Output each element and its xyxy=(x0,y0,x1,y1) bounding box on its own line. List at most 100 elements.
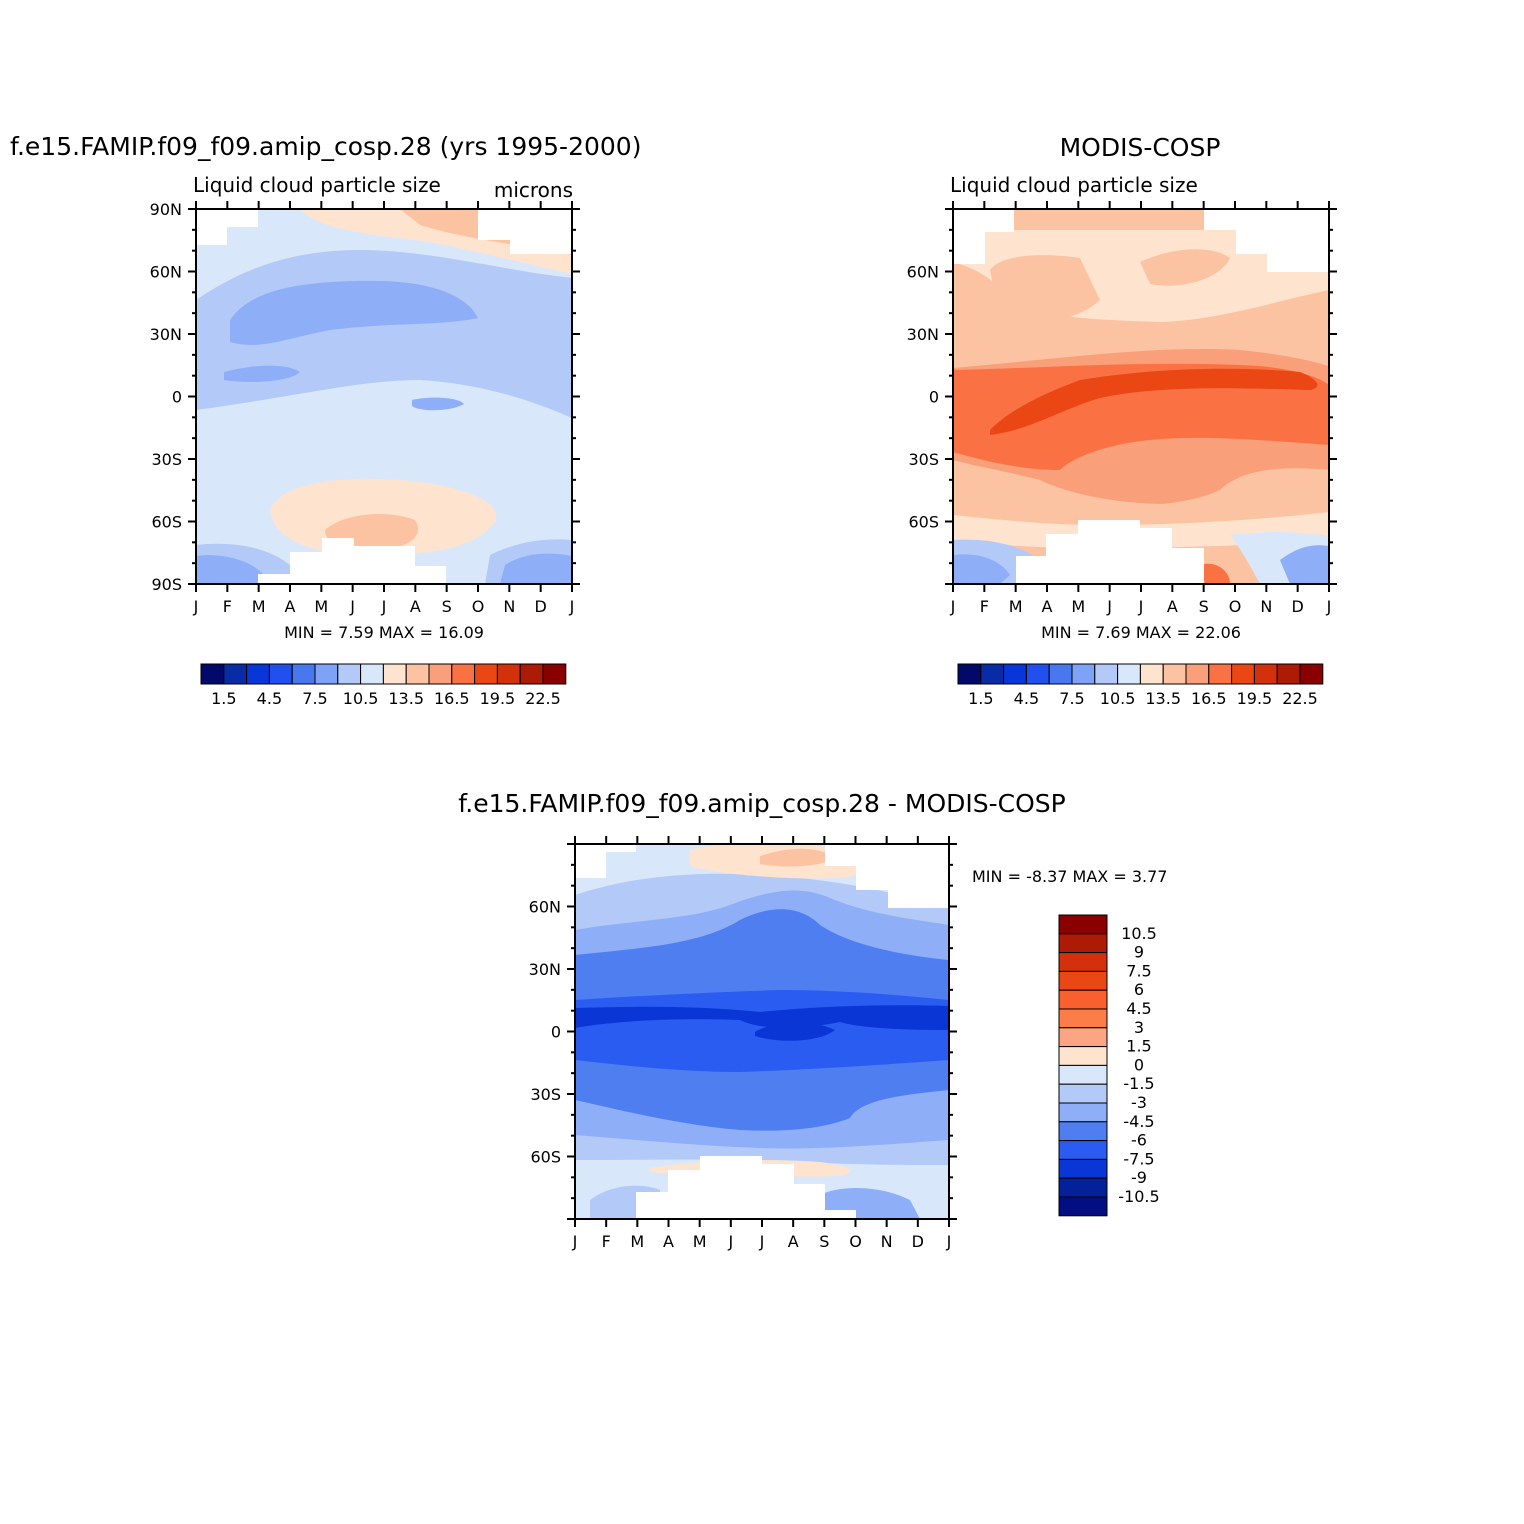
model-core-nh xyxy=(230,280,478,345)
obs-sh-cold-right2 xyxy=(1280,545,1329,584)
x-tick-label: A xyxy=(1167,597,1178,616)
colorbar-swatch xyxy=(1058,989,1108,1010)
colorbar-label: 19.5 xyxy=(1237,689,1273,708)
colorbar-swatch xyxy=(1058,914,1108,935)
obs-contour-field xyxy=(953,209,1329,584)
diff-missing-ne xyxy=(825,844,949,908)
diff-missing-nw xyxy=(575,844,636,878)
colorbar-swatch xyxy=(1058,1027,1108,1048)
diff-title: f.e15.FAMIP.f09_f09.amip_cosp.28 - MODIS… xyxy=(458,789,1065,818)
colorbar-label: 1.5 xyxy=(1126,1037,1151,1056)
model-core-eq xyxy=(224,365,300,382)
colorbar-swatch xyxy=(519,663,544,685)
colorbar-swatch xyxy=(1058,1121,1108,1142)
colorbar-swatch xyxy=(1058,1196,1108,1217)
colorbar-swatch xyxy=(1253,663,1278,685)
colorbar-swatch xyxy=(1299,663,1324,685)
colorbar-label: 4.5 xyxy=(1014,689,1039,708)
y-tick-label: 30S xyxy=(908,450,939,469)
colorbar-label: 3 xyxy=(1134,1018,1144,1037)
colorbar-label: 0 xyxy=(1134,1055,1144,1074)
model-sh-cold-right2 xyxy=(500,553,572,584)
panel-obs: MODIS-COSP Liquid cloud particle size J F… xyxy=(907,133,1337,708)
colorbar-swatch xyxy=(1058,1140,1108,1160)
x-tick-label: J xyxy=(727,1232,733,1251)
model-missing-south xyxy=(258,538,446,584)
colorbar-swatch xyxy=(428,663,453,685)
x-tick-label: D xyxy=(1292,597,1304,616)
x-tick-label: J xyxy=(569,597,575,616)
diff-core-eq xyxy=(755,1021,835,1041)
colorbar-swatch xyxy=(337,663,362,685)
colorbar-label: 10.5 xyxy=(1121,924,1157,943)
obs-missing-nw xyxy=(953,209,1014,264)
model-missing-nw xyxy=(196,209,258,245)
colorbar-swatch xyxy=(1208,663,1233,685)
x-tick-label: N xyxy=(881,1232,893,1251)
model-sh-cold-left2 xyxy=(196,555,270,584)
colorbar-label: 16.5 xyxy=(1191,689,1227,708)
diff-contour-field xyxy=(575,844,949,1219)
colorbar-label: -1.5 xyxy=(1123,1074,1154,1093)
colorbar-swatch xyxy=(360,663,384,685)
x-tick-label: M xyxy=(1009,597,1023,616)
colorbar-swatch xyxy=(474,663,498,685)
x-tick-label: J xyxy=(572,1232,578,1251)
x-tick-label: O xyxy=(1229,597,1242,616)
x-tick-label: A xyxy=(663,1232,674,1251)
x-tick-label: J xyxy=(759,1232,765,1251)
obs-tropics-core xyxy=(990,368,1318,435)
x-tick-label: M xyxy=(1071,597,1085,616)
x-tick-label: A xyxy=(788,1232,799,1251)
x-tick-label: F xyxy=(223,597,232,616)
colorbar-swatch xyxy=(451,663,476,685)
colorbar-label: -7.5 xyxy=(1123,1149,1154,1168)
obs-title: MODIS-COSP xyxy=(1060,133,1221,162)
x-tick-label: J xyxy=(193,597,199,616)
colorbar-label: 16.5 xyxy=(434,689,470,708)
colorbar-label: 7.5 xyxy=(1126,961,1151,980)
colorbar-label: -3 xyxy=(1131,1093,1147,1112)
panel-diff: f.e15.FAMIP.f09_f09.amip_cosp.28 - MODIS… xyxy=(458,789,1167,1251)
y-tick-label: 30S xyxy=(151,450,182,469)
x-tick-label: J xyxy=(381,597,387,616)
colorbar-label: -6 xyxy=(1131,1131,1147,1150)
obs-min-max: MIN = 7.69 MAX = 22.06 xyxy=(1041,623,1241,642)
colorbar-label: 13.5 xyxy=(1145,689,1181,708)
y-tick-label: 30N xyxy=(529,960,561,979)
obs-sh-cold-left2 xyxy=(953,554,1010,584)
obs-missing-south xyxy=(1016,520,1204,584)
diff-nh-warm2 xyxy=(760,848,835,867)
colorbar-swatch xyxy=(1058,1177,1108,1198)
colorbar-swatch xyxy=(405,663,430,685)
colorbar-swatch xyxy=(291,663,316,685)
y-tick-label: 60S xyxy=(151,513,182,532)
x-tick-label: S xyxy=(819,1232,829,1251)
model-title: f.e15.FAMIP.f09_f09.amip_cosp.28 (yrs 19… xyxy=(10,132,641,161)
colorbar-label: 19.5 xyxy=(480,689,516,708)
colorbar-swatch xyxy=(1117,663,1141,685)
obs-nh-patch xyxy=(990,255,1100,324)
panel-model: f.e15.FAMIP.f09_f09.amip_cosp.28 (yrs 19… xyxy=(10,132,641,708)
x-tick-label: N xyxy=(503,597,515,616)
x-tick-label: S xyxy=(1199,597,1209,616)
colorbar-label: 10.5 xyxy=(1100,689,1136,708)
model-core-eq2 xyxy=(412,397,464,411)
colorbar-swatch xyxy=(1139,663,1164,685)
y-tick-label: 0 xyxy=(551,1023,561,1042)
colorbar-label: 4.5 xyxy=(1126,999,1151,1018)
x-tick-label: N xyxy=(1260,597,1272,616)
model-min-max: MIN = 7.59 MAX = 16.09 xyxy=(284,623,484,642)
colorbar-swatch xyxy=(1025,663,1050,685)
colorbar-label: 10.5 xyxy=(343,689,379,708)
colorbar-swatch xyxy=(1071,663,1096,685)
x-tick-label: J xyxy=(946,1232,952,1251)
colorbar-swatch xyxy=(1162,663,1187,685)
model-missing-ne xyxy=(478,209,572,254)
colorbar-swatch xyxy=(246,663,270,685)
colorbar-swatch xyxy=(1276,663,1301,685)
colorbar-label: -10.5 xyxy=(1118,1187,1159,1206)
obs-nh-patch2 xyxy=(1140,249,1230,286)
